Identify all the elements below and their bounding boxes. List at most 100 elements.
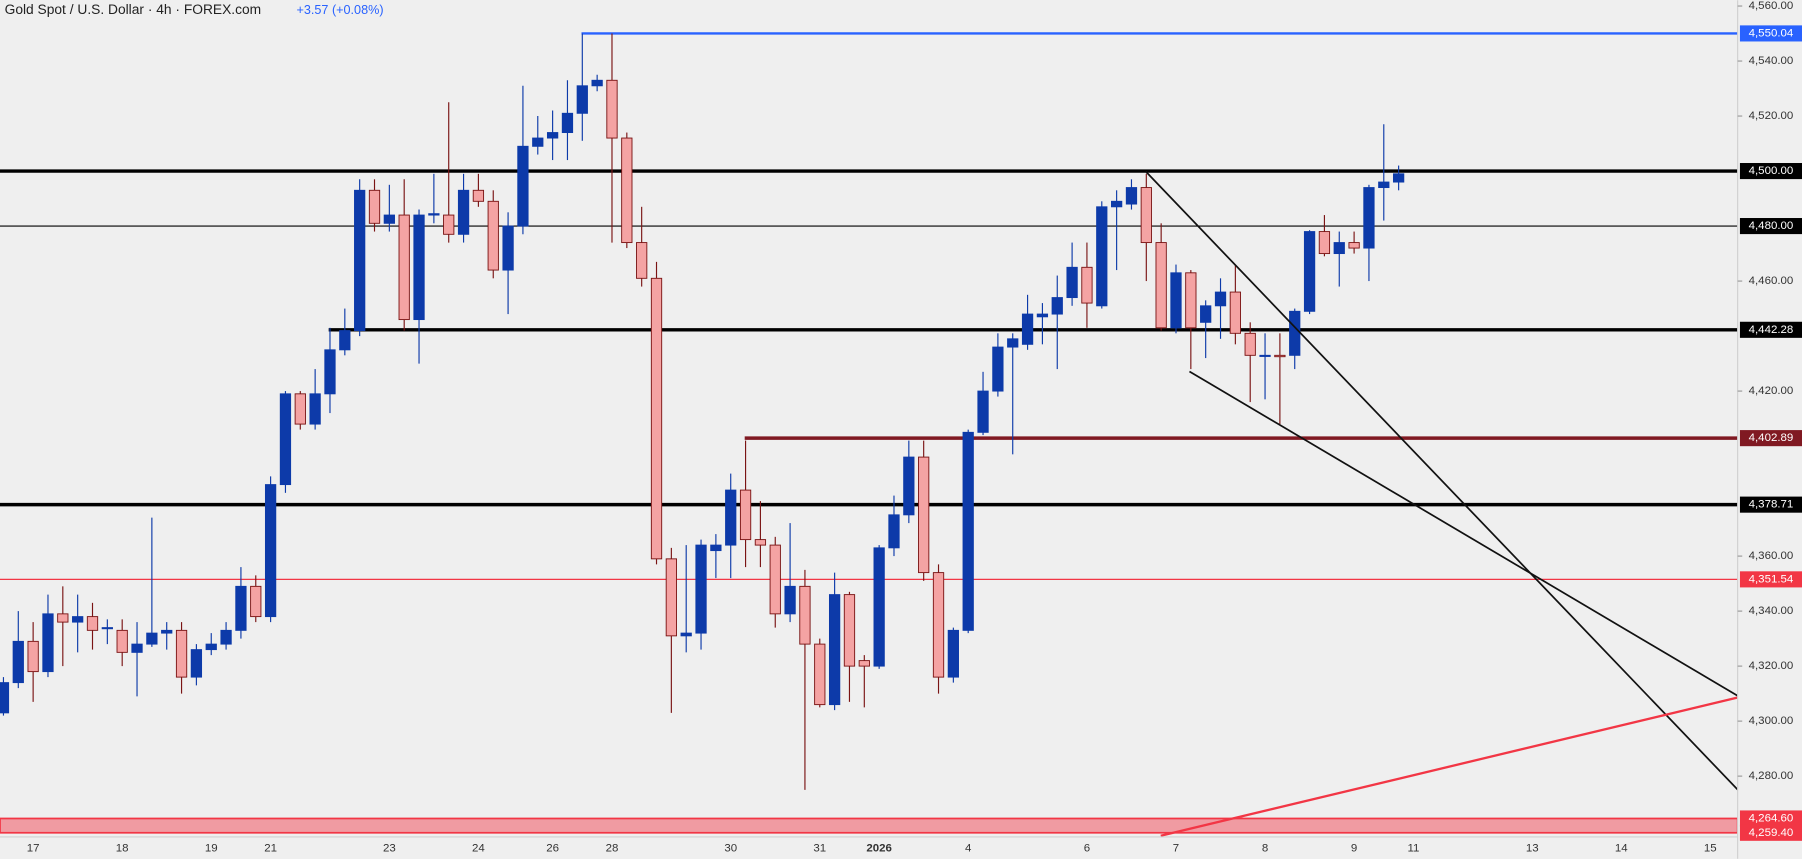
candle-body	[1303, 231, 1316, 312]
candle-body	[101, 627, 113, 630]
level-label: 4,264.60	[1749, 813, 1794, 825]
candle-body	[1140, 187, 1152, 244]
candle-body	[250, 585, 262, 618]
level-label-box	[1739, 824, 1802, 841]
candle-body	[368, 189, 381, 224]
axes: 4,560.00 4,540.00 4,520.00 4,460.00 4,420.00…	[27, 0, 1802, 854]
level-label-box	[1739, 321, 1802, 338]
x-tick-label: 14	[1615, 842, 1628, 854]
y-tick-label: 4,560.00	[1749, 0, 1794, 12]
level-label-box	[1739, 430, 1802, 447]
candle-body	[354, 189, 366, 332]
level-label-box	[1739, 496, 1802, 513]
x-tick-label: 6	[1084, 842, 1090, 854]
candle-body	[621, 137, 633, 244]
level-label: 4,442.28	[1749, 324, 1794, 336]
level-label-box	[1739, 810, 1802, 827]
chart-title: Gold Spot / U.S. Dollar · 4h · FOREX.com	[5, 2, 262, 17]
candle-body	[190, 649, 203, 678]
candle-body	[1289, 310, 1301, 356]
candle-body	[517, 145, 529, 227]
candle-body	[413, 214, 425, 321]
candle-body	[1348, 242, 1360, 249]
plot-area	[0, 32, 1738, 834]
x-tick-label: 23	[383, 842, 396, 854]
candle-body	[205, 643, 217, 651]
x-tick-label: 13	[1526, 842, 1539, 854]
y-tick-label: 4,340.00	[1749, 605, 1794, 617]
level-label-box	[1739, 25, 1802, 42]
candle-body	[532, 137, 544, 147]
y-tick-label: 4,520.00	[1749, 110, 1794, 122]
x-tick-label: 21	[264, 842, 277, 854]
level-label: 4,259.40	[1749, 827, 1794, 839]
level-label-box	[1739, 571, 1802, 588]
candle-body	[1110, 200, 1123, 208]
y-tick-label: 4,320.00	[1749, 660, 1794, 672]
candle-body	[398, 214, 410, 321]
candle-body	[695, 544, 707, 634]
candle-body	[1363, 187, 1375, 249]
candle-body	[546, 132, 559, 139]
candle-body	[754, 539, 767, 546]
candle-body	[339, 330, 351, 351]
candle-body	[1185, 272, 1197, 329]
candle-body	[1155, 242, 1167, 329]
candle-body	[472, 189, 485, 202]
candle-body	[665, 558, 677, 637]
candle-body	[161, 629, 173, 634]
zone	[0, 817, 1738, 834]
level-label: 4,550.04	[1749, 27, 1794, 39]
x-tick-label: 30	[724, 842, 737, 854]
candle-body	[1378, 181, 1390, 189]
candle-body	[903, 456, 915, 516]
candle-body	[1021, 313, 1034, 345]
x-tick-label: 17	[27, 842, 40, 854]
candle-body	[828, 594, 841, 706]
candle-body	[858, 660, 870, 667]
candle-body	[873, 547, 885, 667]
candle-body	[962, 431, 974, 631]
x-tick-label: 26	[546, 842, 559, 854]
candle-body	[576, 85, 588, 114]
x-tick-label: 9	[1351, 842, 1357, 854]
candle-body	[383, 214, 395, 224]
trendline	[1145, 170, 1738, 791]
level-label: 4,378.71	[1749, 499, 1794, 511]
level-label: 4,480.00	[1749, 220, 1794, 232]
candle-body	[294, 393, 306, 425]
candle-body	[324, 349, 336, 395]
candle-body	[1007, 338, 1019, 348]
candle-body	[279, 393, 292, 486]
candle-body	[146, 632, 158, 645]
candle-body	[1081, 266, 1093, 304]
candle-body	[220, 629, 232, 645]
candle-body	[1096, 206, 1108, 307]
y-tick-label: 4,280.00	[1749, 770, 1794, 782]
candle-body	[1318, 231, 1331, 255]
candle-body	[918, 456, 930, 574]
candle-body	[1200, 305, 1212, 323]
level-label-box	[1739, 218, 1802, 235]
y-tick-label: 4,460.00	[1749, 275, 1794, 287]
candle-body	[561, 112, 574, 134]
candle-body	[1259, 354, 1271, 357]
x-tick-label: 7	[1173, 842, 1179, 854]
candle-body	[606, 79, 618, 139]
x-tick-label: 31	[813, 842, 826, 854]
candle-body	[175, 629, 188, 678]
candle-body	[1170, 272, 1182, 329]
candle-body	[843, 594, 856, 667]
candle-body	[131, 643, 143, 653]
candle-body	[1229, 291, 1241, 334]
candle-body	[12, 640, 24, 684]
x-tick-label: 19	[205, 842, 218, 854]
candle-body	[932, 572, 945, 678]
candle-body	[769, 544, 781, 615]
level-label-box	[1739, 163, 1802, 180]
candle-body	[710, 544, 722, 552]
candle-body	[1125, 187, 1138, 205]
candle-body	[502, 225, 514, 271]
